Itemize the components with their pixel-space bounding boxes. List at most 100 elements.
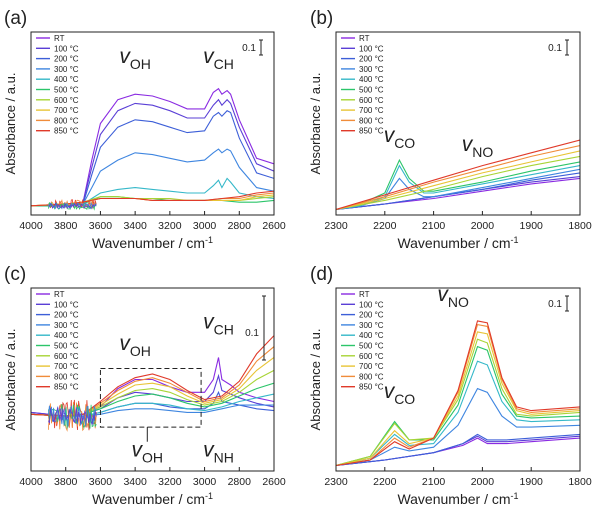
legend-label: 700 °C: [359, 106, 384, 115]
annotation-subscript: CH: [214, 321, 234, 337]
annotation: vCH: [203, 310, 234, 337]
series-line-300C: [336, 387, 580, 467]
x-tick-label: 2200: [373, 220, 397, 232]
legend-label: 500 °C: [54, 86, 79, 95]
plot-frame: [335, 31, 581, 216]
legend-label: 100 °C: [54, 44, 79, 53]
x-tick-label: 3400: [123, 220, 147, 232]
annotation: vOH: [132, 438, 164, 465]
legend-label: RT: [359, 34, 370, 43]
legend-label: 850 °C: [359, 383, 384, 392]
x-axis-label: Wavenumber / cm-1: [92, 235, 213, 251]
x-axis-label: Wavenumber / cm-1: [397, 491, 518, 507]
x-tick-label: 4000: [19, 220, 43, 232]
legend-label: 300 °C: [54, 321, 79, 330]
series-group: [336, 139, 580, 211]
scale-bar-label: 0.1: [245, 328, 259, 339]
legend-label: 850 °C: [359, 127, 384, 136]
series-line-850C: [336, 320, 580, 467]
legend-label: 400 °C: [359, 75, 384, 84]
panel-a: 4000 3800 3600 3400 3200 3000 2800 2600 Wavenumb…: [3, 8, 286, 251]
x-tick-label: 3000: [193, 220, 217, 232]
legend-label: 300 °C: [54, 65, 79, 74]
annotation: vOH: [119, 332, 151, 359]
panel-d: 2300 2200 2100 2000 1900 1800 Wavenumber / cm-…: [308, 264, 592, 507]
series-line-200C: [31, 110, 274, 207]
legend-label: 500 °C: [359, 342, 384, 351]
panel-label: (d): [310, 264, 333, 285]
x-axis-label-sup: -1: [205, 235, 213, 245]
series-line-850C: [336, 139, 580, 211]
series-line-850C: [31, 190, 274, 207]
series-line-300C: [31, 148, 274, 207]
y-axis-label: Absorbance / a.u.: [3, 73, 18, 175]
legend-label: RT: [54, 290, 65, 299]
y-axis-label: Absorbance / a.u.: [3, 329, 18, 431]
legend-label: 200 °C: [359, 55, 384, 64]
annotation-subscript: OH: [142, 449, 163, 465]
annotation: vCO: [384, 380, 416, 407]
series-line-500C: [336, 345, 580, 467]
x-tick-label: 1900: [520, 476, 544, 488]
series-line-200C: [336, 433, 580, 467]
annotation-subscript: NO: [448, 294, 469, 310]
series-line-600C: [336, 338, 580, 467]
legend-label: 600 °C: [54, 352, 79, 361]
legend-label: 800 °C: [359, 372, 384, 381]
x-tick-label: 3600: [89, 476, 113, 488]
legend-label: 400 °C: [54, 331, 79, 340]
scale-bar-label: 0.1: [548, 43, 562, 54]
x-tick-label: 2300: [324, 476, 348, 488]
legend-label: 600 °C: [359, 352, 384, 361]
plot-frame: [335, 287, 581, 472]
legend-label: 850 °C: [54, 383, 79, 392]
legend-label: 500 °C: [54, 342, 79, 351]
legend-label: RT: [359, 290, 370, 299]
annotation: vNO: [462, 133, 494, 160]
x-tick-label: 2300: [324, 220, 348, 232]
x-axis-label: Wavenumber / cm-1: [92, 491, 213, 507]
x-tick-label: 3800: [54, 476, 78, 488]
plot-frame: [30, 287, 275, 472]
series-line-200C: [336, 172, 580, 211]
annotation-subscript: NO: [472, 144, 493, 160]
x-tick-label: 3000: [193, 476, 217, 488]
x-tick-label: 3600: [89, 220, 113, 232]
x-tick-label: 2000: [471, 476, 495, 488]
series-group: [31, 335, 274, 432]
annotation-subscript: CO: [394, 391, 415, 407]
annotation-subscript: CO: [394, 135, 415, 151]
legend-label: 800 °C: [54, 372, 79, 381]
x-tick-label: 2000: [471, 220, 495, 232]
series-line-800C: [336, 144, 580, 211]
legend-label: 400 °C: [54, 75, 79, 84]
x-axis-label-sup: -1: [511, 235, 519, 245]
x-tick-label: 3400: [123, 476, 147, 488]
legend-label: 100 °C: [359, 300, 384, 309]
legend-label: RT: [54, 34, 65, 43]
panel-label: (a): [4, 8, 27, 29]
x-tick-label: 2800: [228, 220, 252, 232]
annotation: vCO: [384, 124, 416, 151]
series-line-100C: [31, 98, 274, 207]
x-axis-label-sup: -1: [205, 491, 213, 501]
series-line-400C: [31, 177, 274, 207]
x-tick-label: 1800: [568, 220, 592, 232]
legend-label: 300 °C: [359, 321, 384, 330]
x-tick-label: 2100: [422, 476, 446, 488]
noise-trace: [48, 402, 97, 432]
legend-label: 700 °C: [54, 362, 79, 371]
noise-trace: [48, 202, 97, 210]
x-tick-label: 3800: [54, 220, 78, 232]
legend-label: 700 °C: [54, 106, 79, 115]
legend-label: 100 °C: [54, 300, 79, 309]
panel-label: (c): [4, 264, 26, 285]
dashed-highlight-box: [99, 368, 202, 428]
annotation-subscript: OH: [130, 56, 151, 72]
annotation: vNH: [203, 438, 234, 465]
legend-label: 200 °C: [54, 311, 79, 320]
